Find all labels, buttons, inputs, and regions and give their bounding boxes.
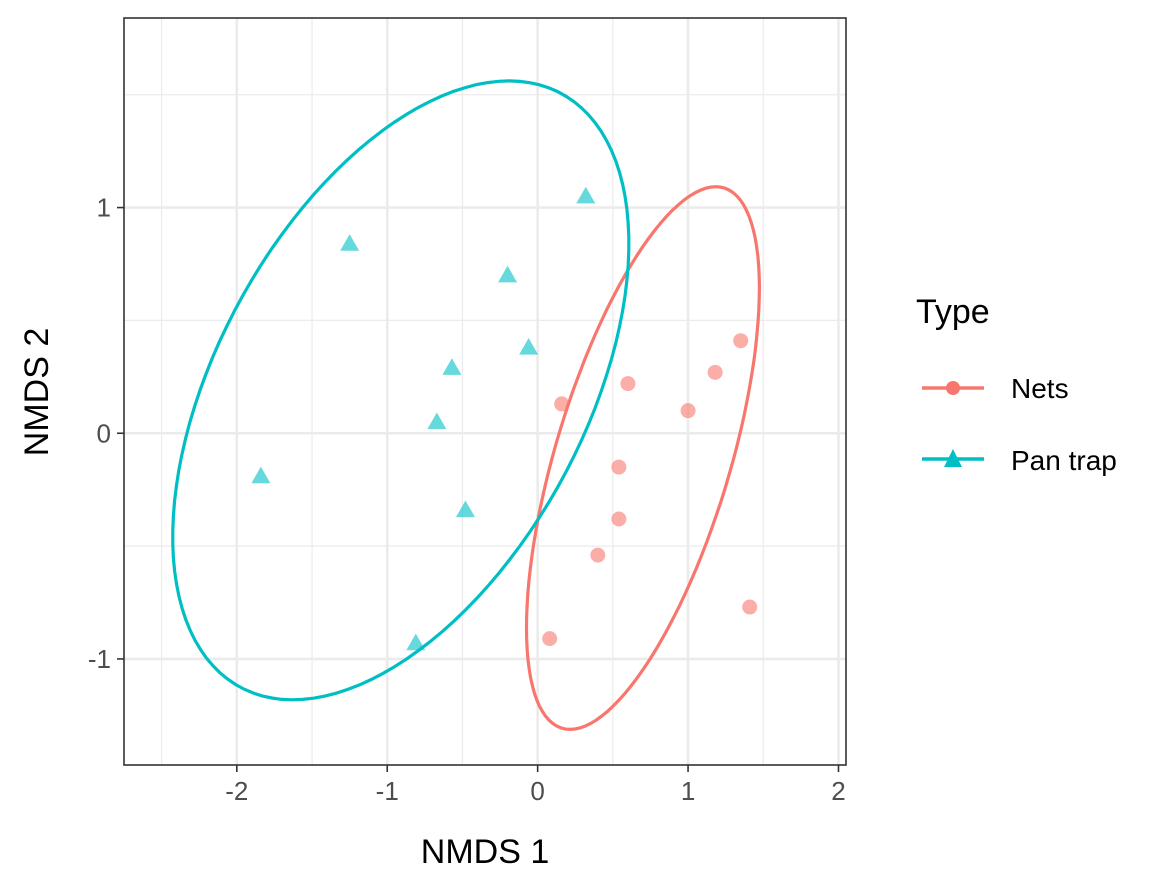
- x-axis-title: NMDS 1: [421, 833, 549, 871]
- point-pan-trap[interactable]: [427, 412, 447, 430]
- x-tick-label: 0: [530, 776, 544, 806]
- x-tick-label: -2: [225, 776, 248, 806]
- point-nets[interactable]: [542, 631, 558, 647]
- x-axis-ticks: -2 -1 0 1 2: [225, 765, 846, 806]
- point-nets[interactable]: [611, 459, 627, 475]
- legend-label-pan-trap: Pan trap: [1011, 445, 1117, 476]
- grid-minor: [124, 18, 846, 765]
- y-tick-label: 1: [97, 193, 111, 223]
- point-nets[interactable]: [742, 599, 758, 615]
- plot-panel: [124, 18, 846, 765]
- ellipse-pan-trap: [171, 79, 631, 702]
- legend-label-nets: Nets: [1011, 373, 1069, 404]
- legend-item-nets[interactable]: Nets: [922, 373, 1069, 404]
- panel-border: [123, 17, 847, 766]
- point-nets[interactable]: [620, 376, 636, 392]
- legend-key-circle-icon: [946, 381, 960, 395]
- legend-key-triangle-icon: [944, 449, 962, 467]
- y-tick-label: -1: [88, 644, 111, 674]
- point-nets[interactable]: [611, 511, 627, 527]
- point-nets[interactable]: [554, 396, 570, 412]
- point-pan-trap[interactable]: [251, 466, 271, 484]
- y-axis-title: NMDS 2: [18, 328, 56, 456]
- ellipse-nets: [524, 185, 762, 732]
- y-tick-label: 0: [97, 418, 111, 448]
- data-points: [251, 186, 758, 651]
- x-tick-label: -1: [376, 776, 399, 806]
- point-pan-trap[interactable]: [340, 234, 360, 251]
- y-axis-ticks: -1 0 1: [88, 193, 124, 674]
- point-nets[interactable]: [733, 333, 749, 349]
- point-pan-trap[interactable]: [576, 186, 596, 204]
- legend: Type Nets Pan trap: [916, 293, 1117, 476]
- legend-item-pan-trap[interactable]: Pan trap: [922, 445, 1117, 476]
- point-nets[interactable]: [590, 547, 606, 563]
- point-nets[interactable]: [707, 364, 723, 380]
- point-pan-trap[interactable]: [455, 500, 475, 518]
- legend-title: Type: [916, 293, 990, 331]
- x-tick-label: 2: [831, 776, 845, 806]
- x-tick-label: 1: [681, 776, 695, 806]
- point-nets[interactable]: [680, 403, 696, 419]
- confidence-ellipses: [171, 79, 762, 732]
- grid-major: [124, 18, 846, 765]
- point-pan-trap[interactable]: [406, 633, 426, 651]
- point-pan-trap[interactable]: [442, 358, 462, 375]
- point-pan-trap[interactable]: [498, 265, 518, 283]
- point-pan-trap[interactable]: [519, 337, 539, 355]
